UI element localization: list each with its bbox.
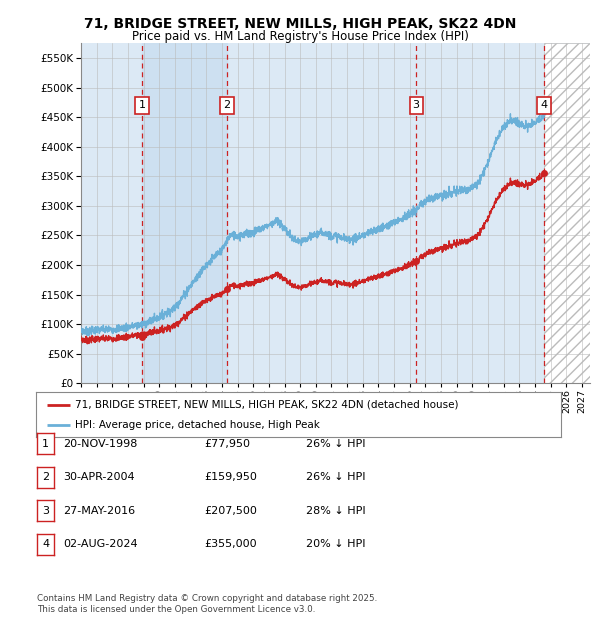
Text: 1: 1 [139,100,145,110]
Text: 2: 2 [42,472,49,482]
Text: 4: 4 [42,539,49,549]
Text: 4: 4 [541,100,548,110]
Text: £77,950: £77,950 [204,439,250,449]
Text: 02-AUG-2024: 02-AUG-2024 [63,539,137,549]
Text: This data is licensed under the Open Government Licence v3.0.: This data is licensed under the Open Gov… [37,604,316,614]
Text: Price paid vs. HM Land Registry's House Price Index (HPI): Price paid vs. HM Land Registry's House … [131,30,469,43]
Text: 3: 3 [42,506,49,516]
Text: 27-MAY-2016: 27-MAY-2016 [63,506,135,516]
Text: 28% ↓ HPI: 28% ↓ HPI [306,506,365,516]
Text: 30-APR-2004: 30-APR-2004 [63,472,134,482]
Text: 71, BRIDGE STREET, NEW MILLS, HIGH PEAK, SK22 4DN (detached house): 71, BRIDGE STREET, NEW MILLS, HIGH PEAK,… [76,399,459,410]
Text: £159,950: £159,950 [204,472,257,482]
Text: 20-NOV-1998: 20-NOV-1998 [63,439,137,449]
Text: 26% ↓ HPI: 26% ↓ HPI [306,472,365,482]
Text: 1: 1 [42,439,49,449]
Text: £355,000: £355,000 [204,539,257,549]
Text: £207,500: £207,500 [204,506,257,516]
Text: 2: 2 [224,100,230,110]
Text: 26% ↓ HPI: 26% ↓ HPI [306,439,365,449]
Text: Contains HM Land Registry data © Crown copyright and database right 2025.: Contains HM Land Registry data © Crown c… [37,593,377,603]
Text: 71, BRIDGE STREET, NEW MILLS, HIGH PEAK, SK22 4DN: 71, BRIDGE STREET, NEW MILLS, HIGH PEAK,… [84,17,516,32]
Text: 20% ↓ HPI: 20% ↓ HPI [306,539,365,549]
Text: 3: 3 [413,100,419,110]
Bar [142,43,227,383]
Text: HPI: Average price, detached house, High Peak: HPI: Average price, detached house, High… [76,420,320,430]
